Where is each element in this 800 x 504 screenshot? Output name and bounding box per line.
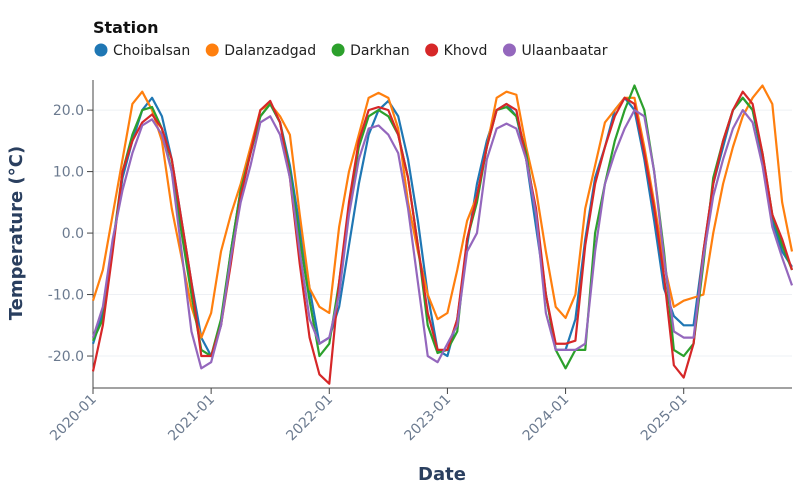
x-axis-title: Date [418,464,466,485]
x-tick-label: 2023-01 [402,392,455,445]
legend-marker [331,43,345,57]
series-line [91,90,794,385]
series-line [91,84,794,339]
legend-marker [502,43,516,57]
legend-label: Dalanzadgad [224,43,316,59]
y-tick-label: 20.0 [53,103,84,119]
legend-label: Ulaanbaatar [521,43,607,59]
y-axis-title: Temperature (°C) [6,146,27,320]
series-line [91,109,794,370]
legend-label: Choibalsan [113,43,190,59]
y-tick-label: -20.0 [48,349,84,365]
legend-marker [94,43,108,57]
y-tick-label: -10.0 [48,288,84,304]
legend-marker [425,43,439,57]
x-tick-label: 2025-01 [638,392,691,445]
x-tick-label: 2021-01 [165,392,218,445]
legend-marker [205,43,219,57]
x-tick-label: 2022-01 [283,392,336,445]
y-tick-label: 0.0 [62,226,84,242]
x-tick-label: 2020-01 [47,392,100,445]
legend-title: Station [93,18,158,37]
y-tick-label: 10.0 [53,165,84,181]
x-tick-label: 2024-01 [520,392,573,445]
legend-label: Khovd [444,43,488,59]
legend-label: Darkhan [350,43,410,59]
